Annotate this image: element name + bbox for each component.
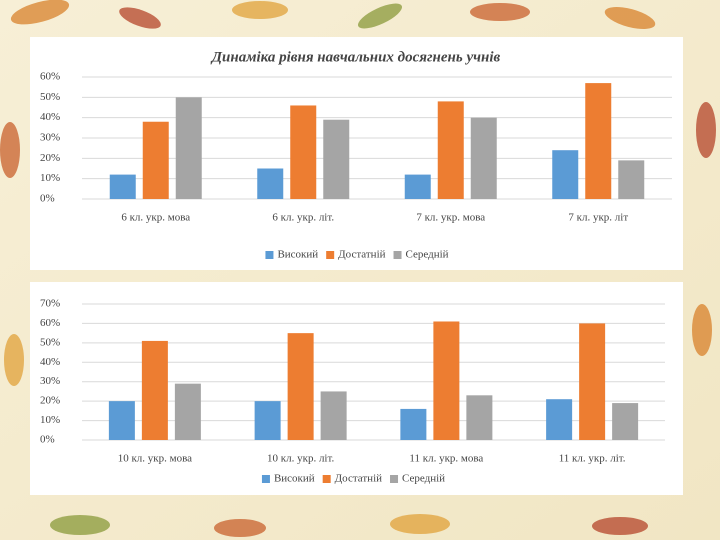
chart-panel [30,282,683,495]
legend-label: Середній [402,473,445,485]
y-tick-label: 20% [40,152,60,164]
bar [287,333,314,440]
bar [552,150,579,199]
bar [579,323,606,440]
bar [257,168,284,199]
bar [323,119,350,199]
bar [174,383,201,440]
legend-label: Достатній [335,473,382,485]
x-tick-label: 6 кл. укр. мова [121,212,190,224]
bar [618,160,645,199]
x-tick-label: 11 кл. укр. літ. [559,453,626,465]
y-tick-label: 30% [40,132,60,144]
bar [109,174,136,199]
y-tick-label: 20% [40,395,60,407]
legend-swatch [393,251,402,259]
bar [404,174,431,199]
x-tick-label: 6 кл. укр. літ. [272,212,334,224]
y-tick-label: 60% [40,317,60,329]
bar [254,401,281,440]
bar [466,395,493,440]
x-tick-label: 10 кл. укр. літ. [267,453,334,465]
legend-label: Високий [274,473,315,485]
legend-swatch [390,475,399,483]
y-tick-label: 40% [40,111,60,123]
legend-label: Середній [406,249,449,261]
legend-swatch [265,251,274,259]
legend-swatch [261,475,270,483]
bar [290,105,317,199]
x-tick-label: 7 кл. укр. мова [416,212,485,224]
y-tick-label: 70% [40,298,60,310]
bar [108,401,135,440]
bar [585,83,612,199]
y-tick-label: 0% [40,434,55,446]
bar [320,391,347,440]
bar [437,101,464,199]
legend-swatch [322,475,331,483]
x-tick-label: 11 кл. укр. мова [409,453,483,465]
legend-swatch [326,251,335,259]
leaf-decoration [0,0,716,537]
bar [433,321,460,440]
y-tick-label: 0% [40,193,55,205]
bar [141,340,168,440]
bar [175,97,202,199]
bar [400,408,427,440]
y-tick-label: 40% [40,356,60,368]
y-tick-label: 10% [40,414,60,426]
bar [142,121,169,199]
bar [546,399,573,440]
y-tick-label: 50% [40,336,60,348]
x-tick-label: 10 кл. укр. мова [118,453,192,465]
y-tick-label: 10% [40,172,60,184]
x-tick-label: 7 кл. укр. літ [568,212,628,224]
chart-panel [30,37,683,270]
legend-label: Достатній [338,249,385,261]
y-tick-label: 30% [40,375,60,387]
legend-label: Високий [277,249,318,261]
y-tick-label: 60% [40,71,60,83]
y-tick-label: 50% [40,91,60,103]
bar [470,117,497,199]
bar [612,403,639,440]
chart-title: Динаміка рівня навчальних досягнень учні… [210,49,501,65]
